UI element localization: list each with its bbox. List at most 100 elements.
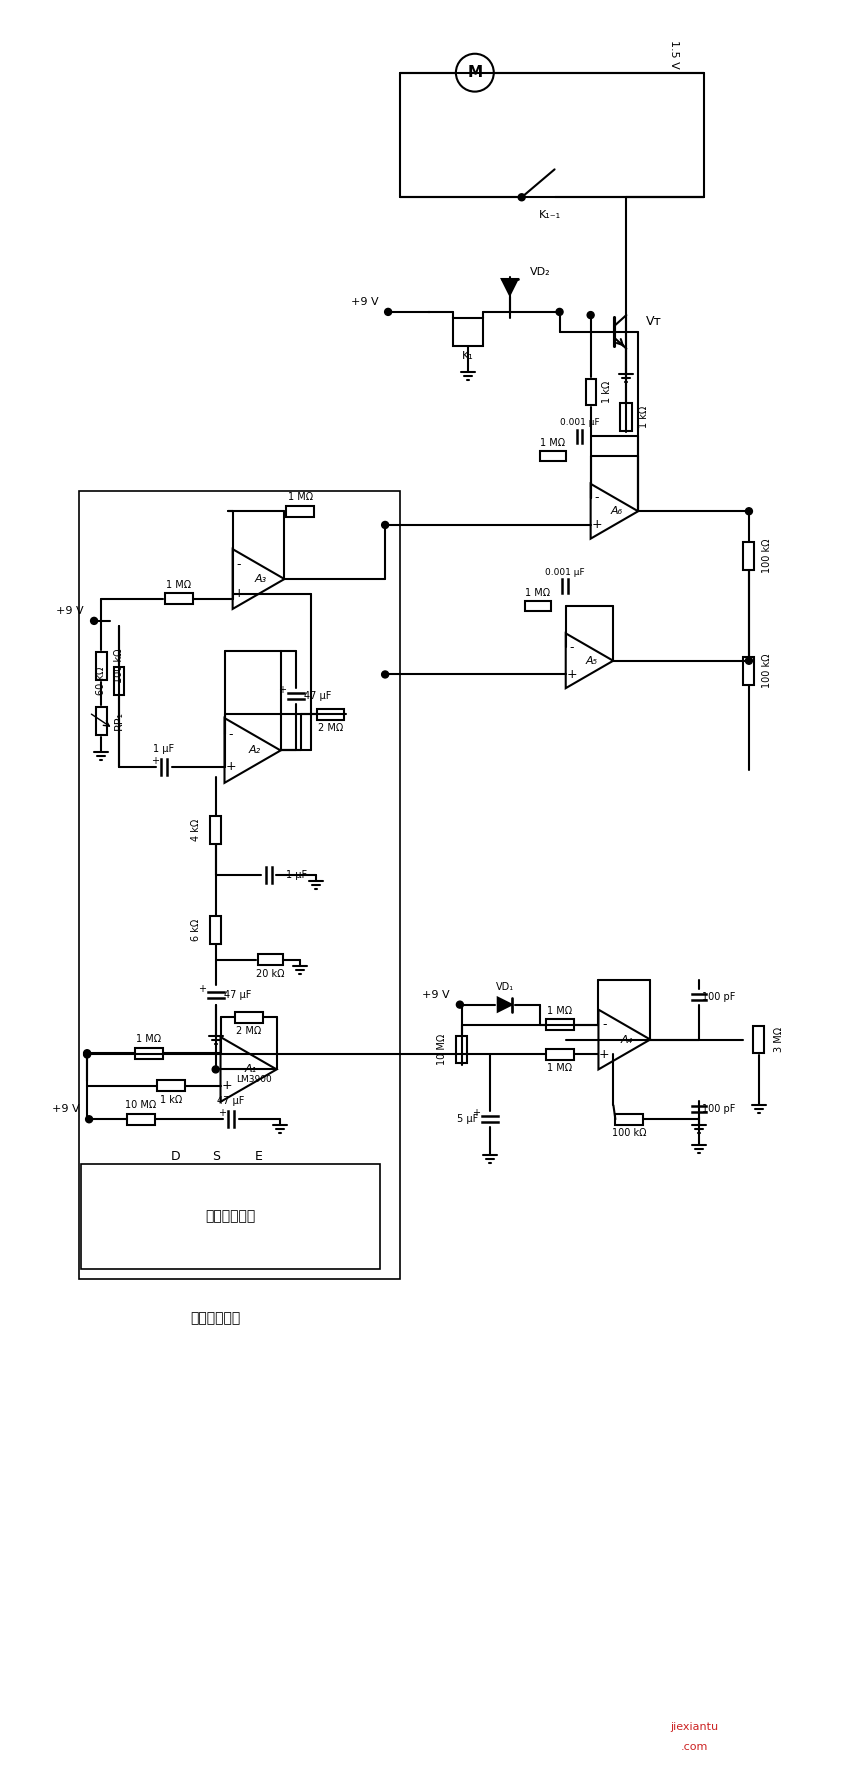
Text: -: - (229, 727, 233, 741)
Text: 10 MΩ: 10 MΩ (437, 1034, 447, 1066)
Text: 47 μF: 47 μF (303, 691, 332, 700)
Circle shape (745, 658, 752, 665)
Bar (546, 1019, 574, 1030)
Text: +: + (472, 1108, 480, 1119)
Bar (456, 1035, 468, 1064)
Text: -: - (602, 1018, 607, 1032)
Text: +: + (599, 1048, 609, 1060)
Text: Vт: Vт (646, 315, 662, 328)
Text: 60 kΩ: 60 kΩ (96, 666, 106, 695)
Text: +: + (566, 668, 577, 681)
Text: 100 pF: 100 pF (702, 991, 736, 1001)
Bar (753, 1026, 764, 1053)
Text: +: + (221, 1080, 232, 1092)
Bar (114, 666, 124, 695)
Text: .com: .com (681, 1743, 708, 1752)
Text: 100 kΩ: 100 kΩ (612, 1128, 647, 1139)
Text: 100 kΩ: 100 kΩ (762, 538, 772, 574)
Bar (210, 916, 221, 944)
Bar (540, 451, 565, 462)
Text: 1 MΩ: 1 MΩ (288, 492, 313, 503)
Text: 100 pF: 100 pF (702, 1105, 736, 1114)
Circle shape (556, 308, 563, 315)
Text: A₂: A₂ (248, 745, 261, 756)
Text: K₁₋₁: K₁₋₁ (539, 210, 561, 221)
Bar (81, 1164, 380, 1269)
Text: RP₁: RP₁ (114, 711, 124, 731)
Text: VD₁: VD₁ (496, 982, 513, 993)
Text: E: E (255, 1149, 263, 1162)
Circle shape (518, 194, 525, 201)
Text: -: - (236, 558, 241, 570)
Circle shape (382, 672, 388, 677)
Text: 4 kΩ: 4 kΩ (190, 820, 201, 841)
Text: VD₂: VD₂ (530, 267, 550, 276)
Circle shape (587, 312, 594, 319)
Polygon shape (498, 998, 512, 1012)
Text: 1 MΩ: 1 MΩ (167, 579, 191, 590)
Text: +: + (151, 756, 159, 766)
Bar (744, 658, 755, 684)
Text: +: + (592, 519, 602, 531)
Text: 1 MΩ: 1 MΩ (136, 1034, 162, 1044)
Text: 1 MΩ: 1 MΩ (547, 1005, 572, 1016)
Text: A₃: A₃ (254, 574, 267, 584)
Text: LM3900: LM3900 (235, 1075, 271, 1083)
Text: +9 V: +9 V (350, 298, 378, 307)
Text: 1 μF: 1 μF (153, 743, 174, 754)
Text: 47 μF: 47 μF (224, 989, 252, 1000)
Text: +: + (198, 984, 206, 994)
Bar (127, 1114, 155, 1124)
Bar (210, 816, 221, 845)
Circle shape (382, 522, 388, 529)
Bar (615, 1114, 643, 1124)
Text: M: M (468, 66, 483, 80)
Bar (95, 707, 106, 734)
Bar (235, 1012, 263, 1023)
Bar (586, 380, 596, 405)
Text: 100 kΩ: 100 kΩ (762, 654, 772, 688)
Text: A₁: A₁ (245, 1064, 257, 1075)
Bar (135, 1048, 163, 1059)
Text: A₅: A₅ (586, 656, 598, 666)
Text: -: - (224, 1046, 229, 1060)
Text: 2 MΩ: 2 MΩ (236, 1026, 261, 1035)
Text: 6 kΩ: 6 kΩ (190, 920, 201, 941)
Text: 1 kΩ: 1 kΩ (160, 1094, 182, 1105)
Bar (744, 542, 755, 570)
Text: K₁: K₁ (462, 351, 473, 360)
Bar (546, 1050, 574, 1060)
Text: 100 kΩ: 100 kΩ (114, 649, 124, 683)
Circle shape (86, 1116, 93, 1123)
Text: 1 kΩ: 1 kΩ (602, 381, 612, 403)
Text: -: - (570, 640, 574, 654)
Bar (79, 492, 400, 1279)
Bar (524, 601, 551, 611)
Text: 47 μF: 47 μF (217, 1096, 244, 1107)
Bar (95, 652, 106, 679)
Text: 10 MΩ: 10 MΩ (125, 1099, 156, 1110)
Text: +9 V: +9 V (422, 989, 450, 1000)
Text: +9 V: +9 V (56, 606, 84, 617)
Text: 1 kΩ: 1 kΩ (639, 406, 649, 428)
Text: 1 MΩ: 1 MΩ (547, 1064, 572, 1073)
Text: +: + (225, 761, 235, 773)
Text: A₆: A₆ (610, 506, 622, 517)
Circle shape (456, 1001, 463, 1009)
Bar (286, 506, 314, 517)
Circle shape (745, 508, 752, 515)
Text: 热释电传感器: 热释电传感器 (190, 1312, 241, 1326)
Text: 20 kΩ: 20 kΩ (256, 969, 285, 978)
Text: 5 μF: 5 μF (457, 1114, 479, 1124)
Bar (620, 403, 632, 431)
Text: jiexiantu: jiexiantu (670, 1721, 718, 1732)
Text: +: + (278, 684, 286, 695)
Text: -: - (594, 492, 599, 504)
Circle shape (83, 1051, 91, 1059)
Text: +: + (233, 588, 244, 601)
Bar (316, 709, 344, 720)
Circle shape (212, 1066, 219, 1073)
Text: 3 MΩ: 3 MΩ (774, 1026, 784, 1051)
Text: 1 MΩ: 1 MΩ (540, 438, 565, 449)
Bar (258, 955, 283, 966)
